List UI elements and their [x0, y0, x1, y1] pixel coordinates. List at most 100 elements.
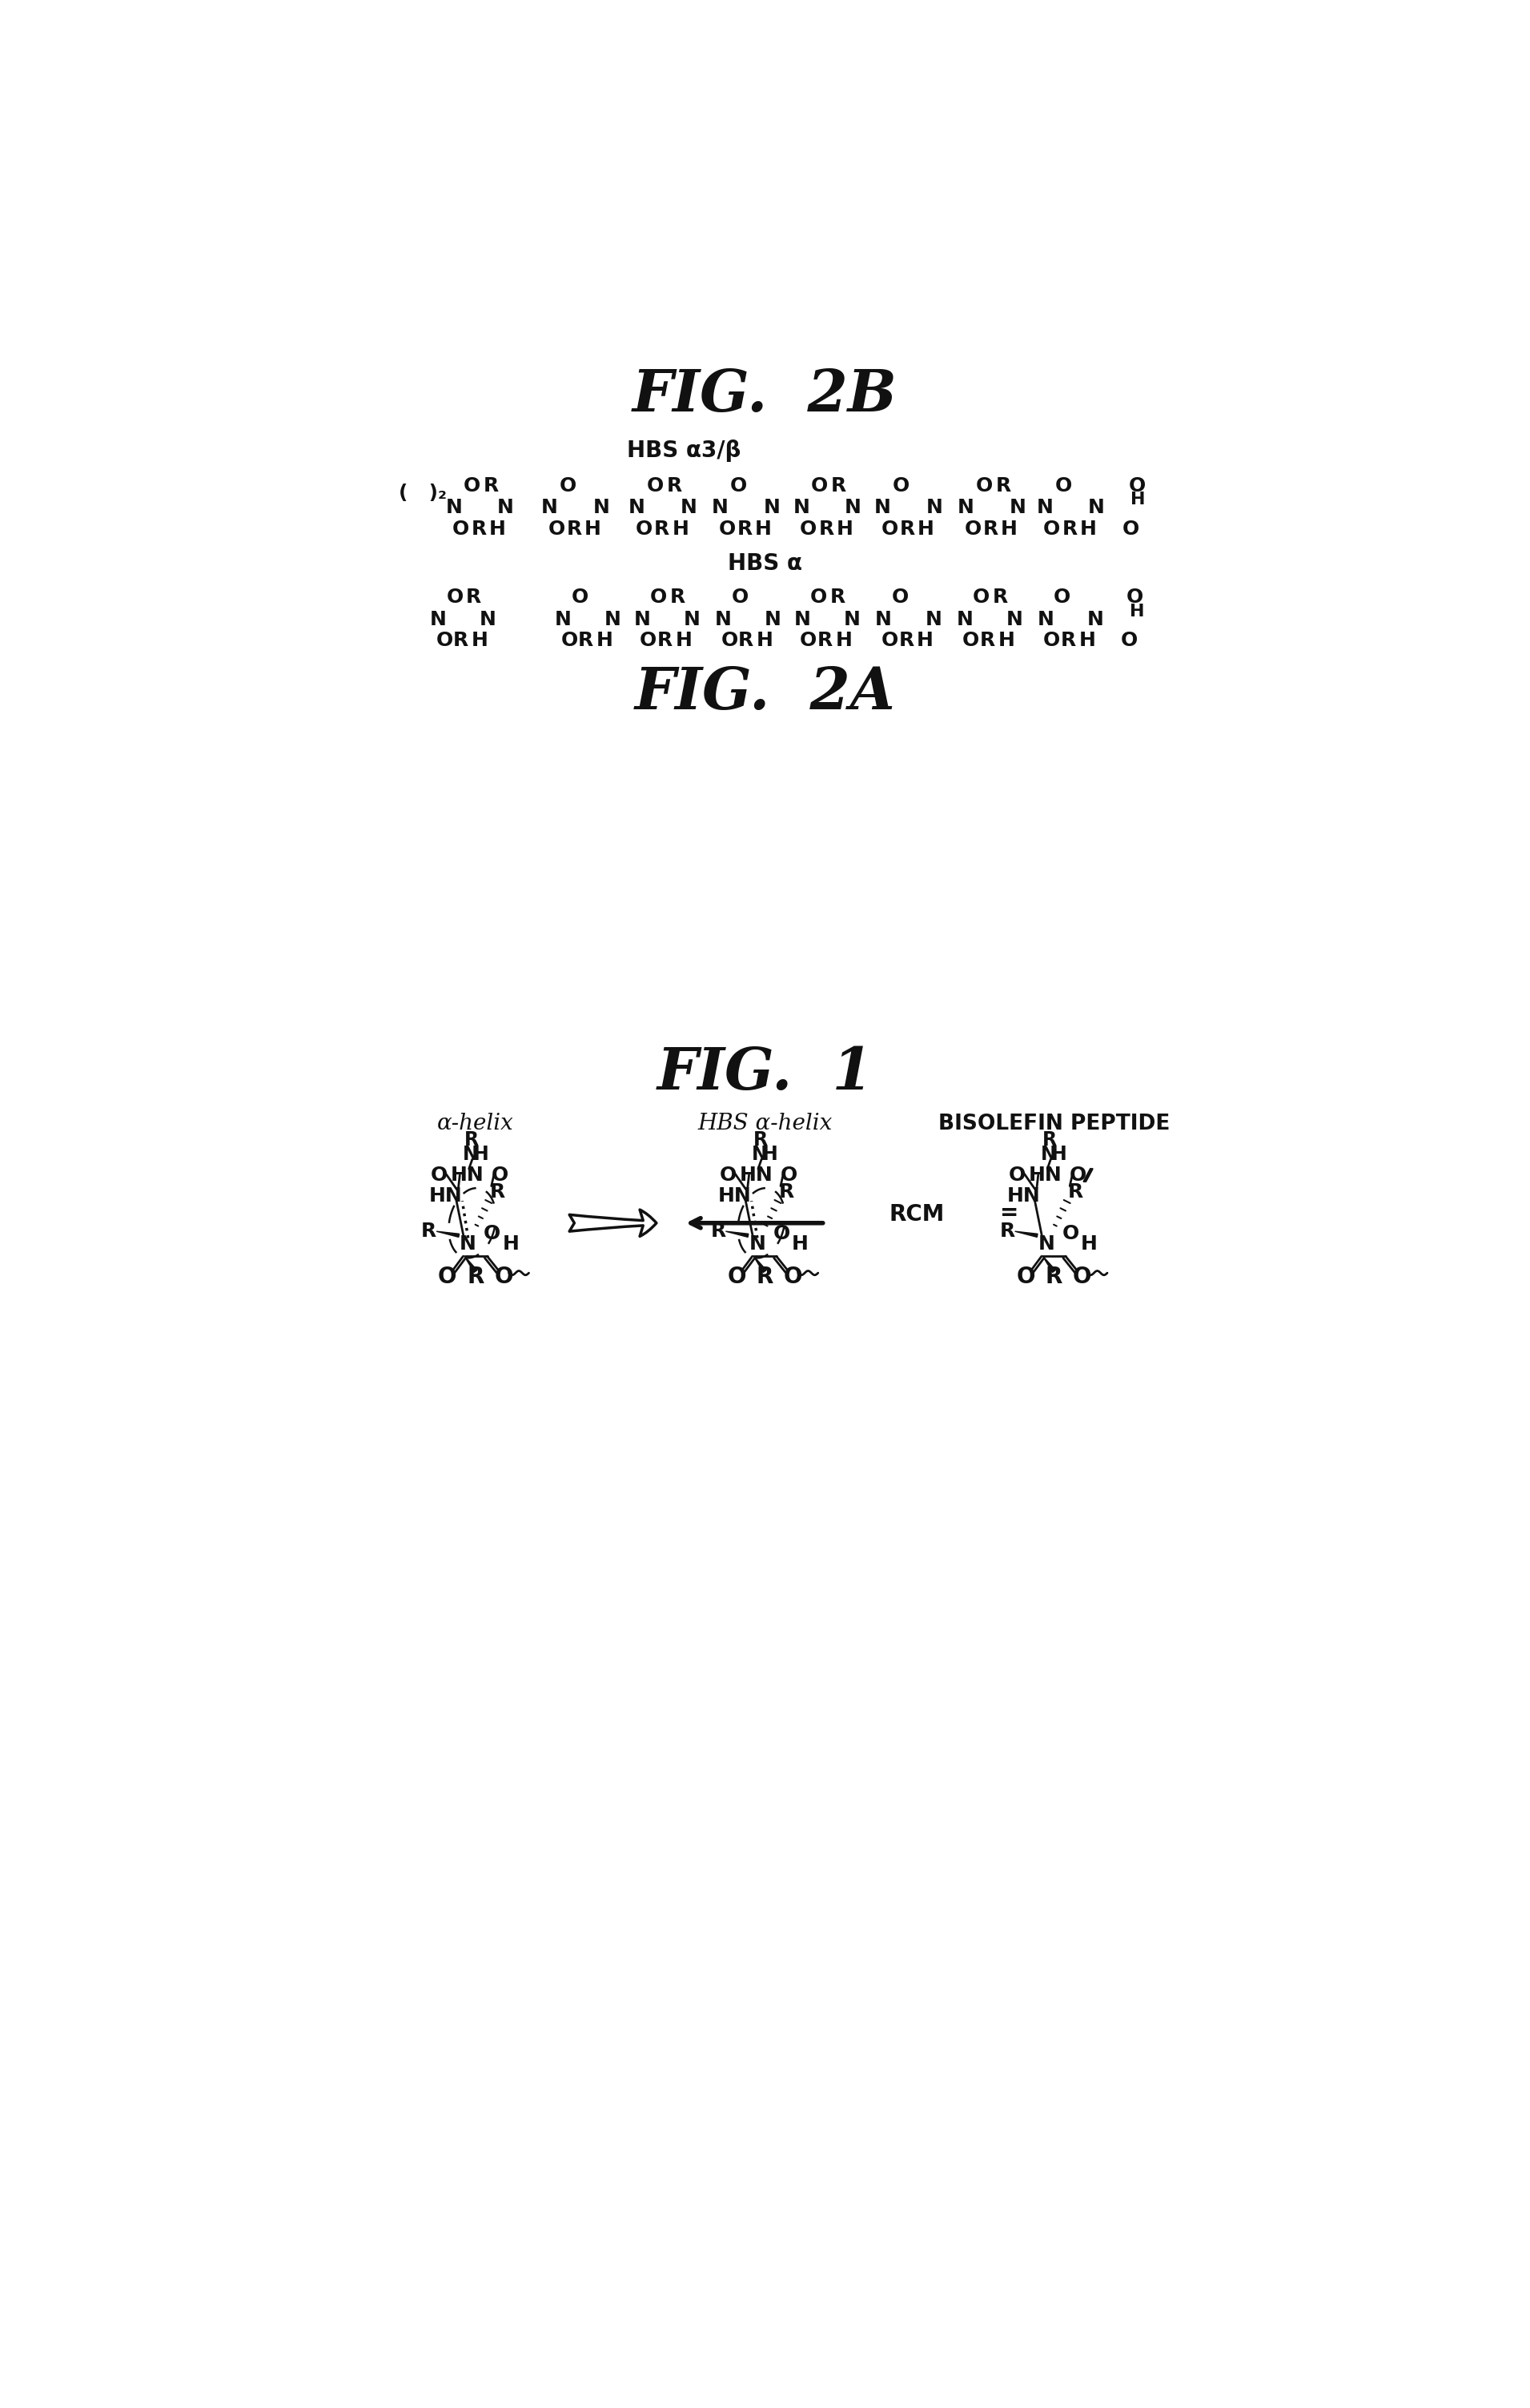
- Text: HN: HN: [450, 1165, 483, 1185]
- Text: R: R: [900, 520, 915, 539]
- Text: O: O: [773, 1223, 789, 1243]
- Text: O: O: [1062, 1223, 1079, 1243]
- Text: N: N: [445, 498, 462, 518]
- Text: N: N: [794, 609, 811, 628]
- Text: R: R: [819, 520, 834, 539]
- Polygon shape: [652, 513, 662, 525]
- Text: R: R: [1062, 520, 1077, 539]
- Text: O: O: [976, 477, 993, 496]
- Text: HBS α-helix: HBS α-helix: [698, 1112, 832, 1134]
- Text: R: R: [490, 1182, 505, 1202]
- Text: N: N: [1036, 498, 1053, 518]
- Polygon shape: [898, 513, 909, 525]
- Text: H: H: [756, 520, 773, 539]
- Text: R: R: [710, 1221, 725, 1240]
- Text: N: N: [926, 498, 942, 518]
- Text: O: O: [640, 631, 656, 650]
- Text: O: O: [892, 477, 909, 496]
- Text: N: N: [875, 609, 892, 628]
- Text: HBS α3/β: HBS α3/β: [627, 441, 741, 462]
- Text: N: N: [926, 609, 941, 628]
- Text: O: O: [1069, 1165, 1086, 1185]
- Text: H: H: [998, 631, 1014, 650]
- Text: R: R: [991, 588, 1008, 607]
- Text: O: O: [560, 477, 577, 496]
- Text: N: N: [956, 609, 973, 628]
- Polygon shape: [736, 513, 747, 525]
- Text: O: O: [436, 631, 453, 650]
- Text: H: H: [918, 520, 935, 539]
- Text: O: O: [447, 588, 464, 607]
- Text: O: O: [430, 1165, 447, 1185]
- Text: R: R: [737, 520, 753, 539]
- Text: N: N: [594, 498, 609, 518]
- Text: N: N: [1007, 609, 1024, 628]
- Text: R: R: [483, 477, 499, 496]
- Polygon shape: [577, 626, 588, 636]
- Text: R: R: [984, 520, 999, 539]
- Text: R: R: [568, 520, 583, 539]
- Text: N: N: [793, 498, 809, 518]
- Text: R: R: [421, 1221, 436, 1240]
- Text: N: N: [874, 498, 890, 518]
- Text: O: O: [811, 477, 828, 496]
- Polygon shape: [817, 513, 828, 525]
- Text: O: O: [1008, 1165, 1027, 1185]
- Text: O: O: [1054, 477, 1071, 496]
- Text: O: O: [548, 520, 565, 539]
- Text: HBS α: HBS α: [728, 551, 802, 576]
- Text: H: H: [502, 1235, 519, 1255]
- Polygon shape: [453, 626, 462, 636]
- Text: O: O: [973, 588, 990, 607]
- Polygon shape: [737, 626, 747, 636]
- Text: H: H: [835, 631, 852, 650]
- Text: H: H: [762, 1144, 777, 1163]
- Text: HN: HN: [718, 1187, 751, 1206]
- Text: α-helix: α-helix: [438, 1112, 514, 1134]
- Text: O: O: [780, 1165, 797, 1185]
- Text: R: R: [898, 631, 913, 650]
- Text: N: N: [480, 609, 496, 628]
- Text: N: N: [751, 1144, 768, 1163]
- Text: H: H: [793, 1235, 808, 1255]
- Polygon shape: [898, 626, 907, 636]
- Text: N: N: [542, 498, 558, 518]
- Text: HN: HN: [741, 1165, 773, 1185]
- Text: H: H: [1082, 1235, 1097, 1255]
- Text: N: N: [958, 498, 975, 518]
- Text: R: R: [829, 588, 845, 607]
- Polygon shape: [981, 513, 991, 525]
- Text: N: N: [1088, 609, 1105, 628]
- Text: H: H: [672, 520, 689, 539]
- Text: R: R: [779, 1182, 794, 1202]
- Polygon shape: [1060, 513, 1071, 525]
- Polygon shape: [759, 407, 771, 417]
- Text: R: R: [465, 588, 482, 607]
- Text: N: N: [629, 498, 646, 518]
- Text: R: R: [999, 1221, 1014, 1240]
- Text: O: O: [964, 520, 981, 539]
- Text: O: O: [1043, 520, 1060, 539]
- Text: O: O: [719, 1165, 736, 1185]
- Text: O: O: [731, 588, 748, 607]
- Text: N: N: [430, 609, 447, 628]
- Text: O: O: [892, 588, 909, 607]
- Text: N: N: [681, 498, 698, 518]
- Text: O: O: [800, 631, 817, 650]
- Text: R: R: [471, 520, 487, 539]
- Text: R: R: [756, 1267, 773, 1288]
- Text: N: N: [459, 1235, 476, 1255]
- Text: O: O: [635, 520, 653, 539]
- Polygon shape: [464, 1255, 477, 1271]
- Text: N: N: [763, 498, 780, 518]
- Text: R: R: [1045, 1267, 1062, 1288]
- Text: BISOLEFIN PEPTIDE: BISOLEFIN PEPTIDE: [938, 1112, 1170, 1134]
- Text: H: H: [471, 631, 488, 650]
- Text: N: N: [1040, 1144, 1057, 1163]
- Text: O: O: [962, 631, 979, 650]
- Text: R: R: [464, 1129, 479, 1149]
- Polygon shape: [817, 626, 826, 636]
- Text: H: H: [916, 631, 933, 650]
- Text: O: O: [1016, 1267, 1036, 1288]
- Text: H: H: [490, 520, 505, 539]
